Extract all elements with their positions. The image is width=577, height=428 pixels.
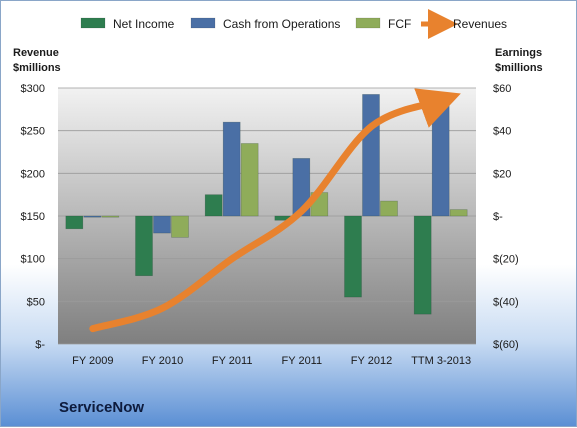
bar-net-income [65,215,84,230]
right-tick-label: $(60) [493,339,519,351]
bar-cash-from-operations [362,94,380,217]
left-tick-label: $200 [21,168,45,180]
left-tick-label: $300 [21,83,45,95]
right-axis-title: $millions [495,62,543,74]
right-tick-label: $(40) [493,296,519,308]
bar-cash-from-operations [431,96,450,217]
left-axis-title: Revenue [13,47,59,59]
bar-fcf [449,209,468,217]
left-tick-label: $100 [21,254,45,266]
bar-net-income [135,215,153,277]
revenue-line [89,88,461,333]
right-tick-label: $60 [493,83,511,95]
category-label: FY 2010 [142,355,183,367]
bar-net-income [413,215,432,315]
revenue-line-path [89,88,461,333]
legend-swatch [190,17,216,29]
right-tick-label: $40 [493,126,511,138]
bar-fcf [101,215,120,218]
legend-swatch [355,17,381,29]
left-tick-label: $150 [21,211,45,223]
legend-label: Cash from Operations [223,17,340,31]
gridlines [58,87,476,345]
left-tick-label: $50 [27,296,45,308]
right-axis-title: Earnings [495,47,542,59]
legend: Net Income Cash from Operations FCF Revenue… [80,9,507,39]
bar-cash-from-operations [222,121,241,217]
legend-label: FCF [388,17,411,31]
bar-net-income [344,215,362,298]
bar-cash-from-operations [83,215,102,218]
axes: $- $50 $100 $150 $200 $250 $300 $(60) $(40) $(20)… [13,47,543,367]
left-tick-label: $- [35,339,45,351]
category-label: FY 2012 [351,355,392,367]
category-label: FY 2011 [282,355,323,367]
right-tick-label: $(20) [493,254,519,266]
legend-label: Net Income [113,17,175,31]
legend-swatch [80,17,106,29]
category-label: FY 2011 [212,355,253,367]
left-axis-title: $millions [13,62,61,74]
category-label: TTM 3-2013 [411,355,471,367]
category-label: FY 2009 [72,355,113,367]
company-name: ServiceNow [59,399,145,416]
bar-cash-from-operations [153,215,171,234]
right-tick-label: $20 [493,168,511,180]
bar-fcf [380,200,398,217]
bar-fcf [171,215,189,238]
right-tick-label: $- [493,211,503,223]
bar-net-income [204,194,223,217]
bar-fcf [240,143,259,217]
legend-label: Revenues [453,17,507,31]
left-tick-label: $250 [21,126,45,138]
